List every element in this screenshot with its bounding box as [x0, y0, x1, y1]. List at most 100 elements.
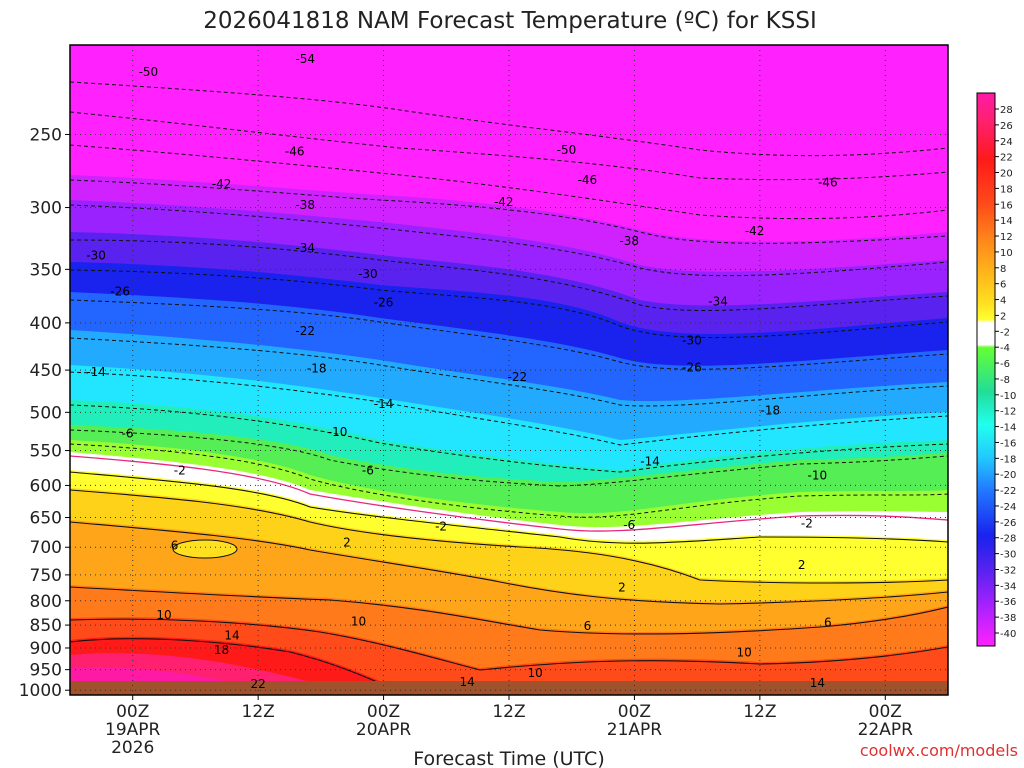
y-tick-label: 300: [30, 199, 62, 219]
colorbar-tick-label: -30: [1000, 550, 1016, 561]
contour-label: 14: [460, 675, 475, 689]
y-tick-label: 250: [30, 125, 62, 145]
y-tick-label: 400: [30, 314, 62, 334]
contour-label: -14: [640, 454, 660, 468]
colorbar-tick-label: -20: [1000, 470, 1016, 481]
contour-label: 6: [171, 539, 179, 553]
contour-label: 6: [824, 616, 832, 630]
colorbar-tick-label: -38: [1000, 613, 1016, 624]
x-tick-label: 21APR: [607, 720, 663, 740]
x-tick-label: 22APR: [858, 720, 914, 740]
contour-label: -6: [362, 463, 374, 477]
contour-label: 14: [224, 628, 239, 642]
terrain: [70, 681, 948, 695]
colorbar-tick-label: 6: [1000, 280, 1006, 291]
temperature-field: -50-54-46-42-38-34-30-26-22-18-14-6-30-2…: [70, 45, 948, 695]
isotherm-minus42: [70, 144, 948, 220]
colorbar-tick-label: 10: [1000, 248, 1013, 259]
colorbar: 28 26 24 22 20 18 16 14 12 10 8 6 4 2 -2 -4 -6 -8 -10 -12 -1…: [976, 92, 1016, 647]
colorbar-gradient: [976, 92, 996, 647]
y-tick-label: 700: [30, 538, 62, 558]
contour-label: -38: [619, 234, 639, 248]
contour-label: -18: [307, 361, 327, 375]
isotherm-plus6: [70, 489, 948, 584]
contour-label: -2: [801, 517, 813, 531]
x-tick-label: 00Z: [618, 702, 651, 722]
contour-label: 18: [214, 643, 229, 657]
y-tick-label: 650: [30, 509, 62, 529]
contour-label: -46: [285, 145, 305, 159]
contour-label: -22: [508, 370, 528, 384]
contour-label: -46: [578, 173, 598, 187]
colorbar-tick-label: -14: [1000, 423, 1016, 434]
contour-label: -14: [86, 365, 106, 379]
colorbar-tick-label: -8: [1000, 375, 1010, 386]
contour-label: 2: [618, 581, 626, 595]
contour-label: 2: [343, 536, 351, 550]
contour-label: -26: [682, 360, 702, 374]
y-tick-label: 350: [30, 260, 62, 280]
contour-label: -54: [295, 52, 315, 66]
y-tick-label: 750: [30, 566, 62, 586]
x-tick-label: 00Z: [869, 702, 902, 722]
contour-label: -6: [122, 426, 134, 440]
colorbar-tick-label: -28: [1000, 534, 1016, 545]
contour-label: -42: [494, 195, 514, 209]
grid-lines: [70, 45, 948, 695]
contour-label: -30: [682, 334, 702, 348]
isotherm-minus18: [70, 337, 948, 407]
contour-label: -18: [761, 404, 781, 418]
contour-label: -34: [295, 241, 315, 255]
contour-labels: -50-54-46-42-38-34-30-26-22-18-14-6-30-2…: [86, 52, 837, 691]
contour-label: -26: [374, 295, 394, 309]
y-tick-label: 500: [30, 403, 62, 423]
contour-label: 6: [584, 619, 592, 633]
colorbar-tick-label: 4: [1000, 296, 1006, 307]
x-tick-label: 12Z: [492, 702, 525, 722]
isotherm-minus2: [70, 443, 948, 518]
contour-label: -50: [139, 65, 159, 79]
contour-label: -42: [212, 177, 232, 191]
colorbar-tick-label: -4: [1000, 343, 1010, 354]
colorbar-tick-label: 14: [1000, 216, 1013, 227]
colorbar-tick-label: 26: [1000, 121, 1013, 132]
x-tick-label: 12Z: [743, 702, 776, 722]
colorbar-tick-label: -36: [1000, 597, 1016, 608]
isotherm-minus26: [70, 269, 948, 339]
colorbar-tick-label: 22: [1000, 153, 1013, 164]
colorbar-tick-label: 28: [1000, 105, 1013, 116]
contour-label: -2: [435, 520, 447, 534]
credit-text: coolwx.com/models: [860, 741, 1018, 760]
x-tick-label: 00Z: [116, 702, 149, 722]
colorbar-tick-label: -16: [1000, 438, 1016, 449]
colorbar-tick-label: -6: [1000, 359, 1010, 370]
isotherm-plus2: [70, 471, 948, 544]
y-tick-label: 850: [30, 616, 62, 636]
isotherm-minus34: [70, 204, 948, 277]
colorbar-tick-label: -32: [1000, 565, 1016, 576]
warm-pocket: [172, 539, 238, 559]
colorbar-tick-label: -2: [1000, 327, 1010, 338]
contour-label: -10: [808, 468, 828, 482]
y-tick-label: 800: [30, 592, 62, 612]
contour-label: -10: [328, 425, 348, 439]
isotherm-minus38: [70, 179, 948, 244]
isotherm-minus22: [70, 299, 948, 370]
colorbar-tick-label: -22: [1000, 486, 1016, 497]
colorbar-tick-label: 12: [1000, 232, 1013, 243]
isotherm-minus10: [70, 404, 948, 473]
contour-label: 10: [156, 608, 171, 622]
contour-label: 10: [351, 614, 366, 628]
contour-label: 10: [527, 666, 542, 680]
colorbar-tick-label: 24: [1000, 137, 1013, 148]
y-tick-label: 950: [30, 661, 62, 681]
x-tick-label: 20APR: [356, 720, 412, 740]
contour-label: -26: [110, 285, 130, 299]
x-tick-label: 2026: [111, 738, 154, 758]
contour-label: -2: [174, 463, 186, 477]
contour-label: 10: [737, 645, 752, 659]
colorbar-tick-label: -18: [1000, 454, 1016, 465]
contour-label: -42: [745, 224, 765, 238]
contour-label: -46: [818, 176, 838, 190]
